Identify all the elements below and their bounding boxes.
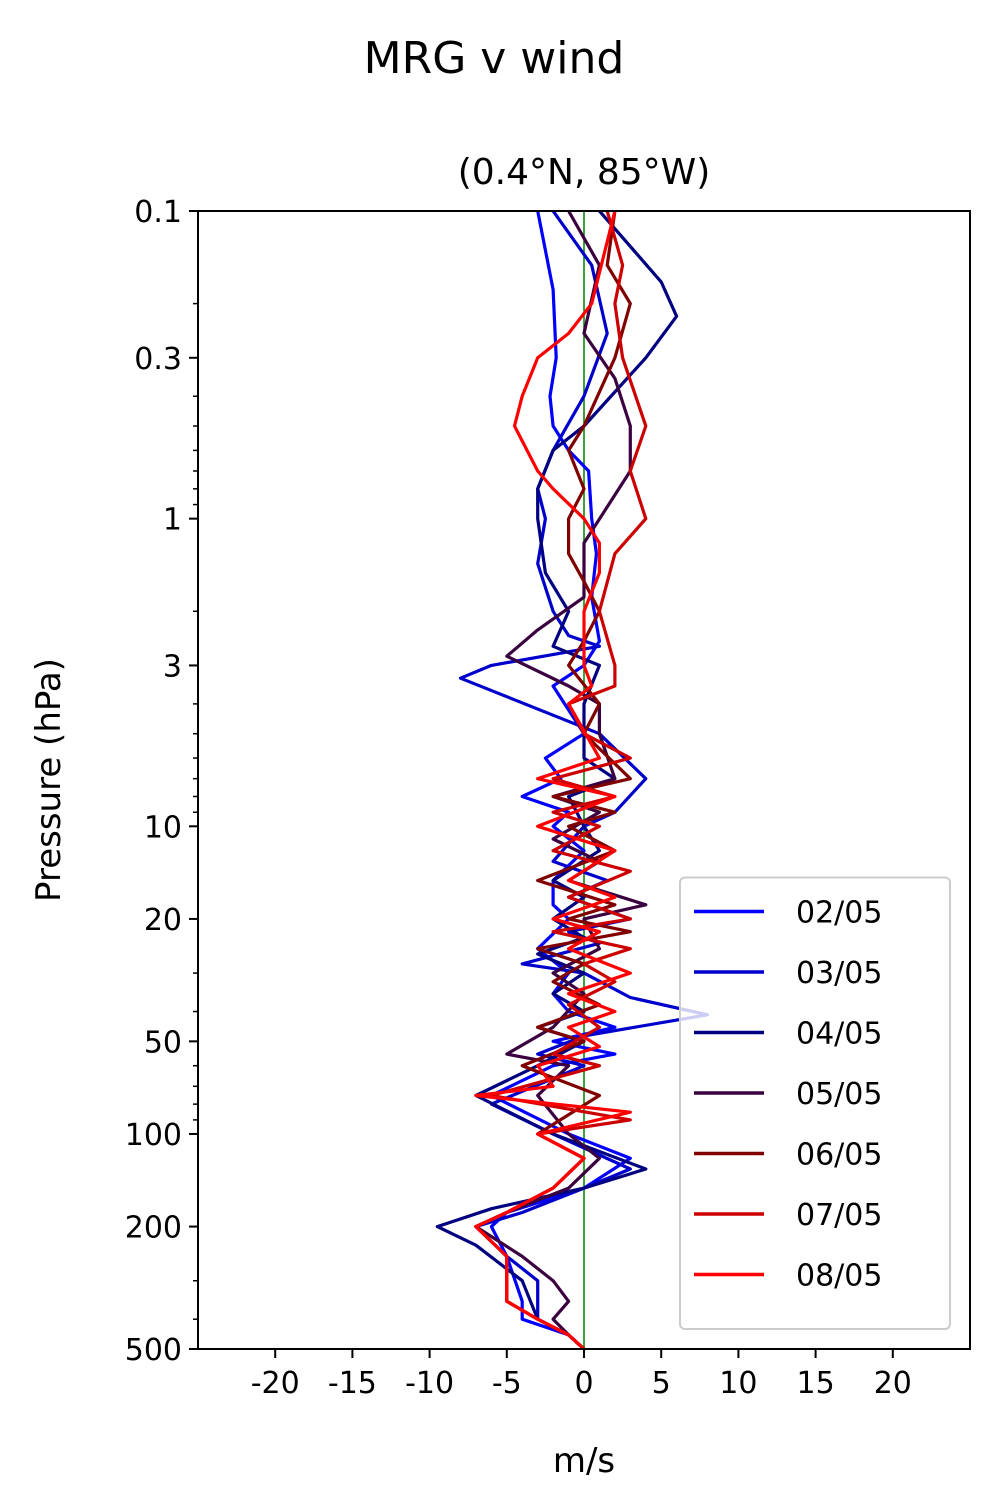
x-tick-label: -5 bbox=[492, 1366, 522, 1401]
legend-label: 04/05 bbox=[796, 1017, 882, 1052]
chart-title: MRG v wind bbox=[364, 33, 625, 84]
legend-box bbox=[679, 876, 951, 1330]
y-tick-label: 1 bbox=[163, 503, 182, 538]
series-layer bbox=[435, 211, 710, 1349]
series-line-08-05 bbox=[474, 211, 632, 1349]
y-ticks-layer: 0.1 0.3 1 3 10 20 50 100 200 500 bbox=[125, 195, 198, 1368]
chart-subtitle: (0.4°N, 85°W) bbox=[458, 152, 711, 193]
x-tick-label: 15 bbox=[797, 1366, 835, 1401]
x-axis-label: m/s bbox=[553, 1441, 615, 1481]
y-tick-label: 200 bbox=[125, 1211, 182, 1246]
series-line-04-05 bbox=[435, 211, 679, 1349]
y-tick-label: 3 bbox=[163, 649, 182, 684]
y-axis-label: Pressure (hPa) bbox=[29, 658, 69, 902]
plot-frame bbox=[197, 210, 971, 1350]
legend-label: 06/05 bbox=[796, 1138, 882, 1173]
x-tick-label: 5 bbox=[652, 1366, 671, 1401]
x-tick-label: -10 bbox=[405, 1366, 454, 1401]
x-tick-label: 20 bbox=[874, 1366, 912, 1401]
x-tick-label: -20 bbox=[251, 1366, 300, 1401]
y-tick-label: 0.1 bbox=[134, 195, 182, 230]
y-tick-label: 50 bbox=[144, 1025, 182, 1060]
legend: 02/05 03/05 04/05 05/05 06/05 07/05 08/05 bbox=[679, 876, 951, 1330]
x-ticks-layer: -20 -15 -10 -5 0 5 10 15 20 bbox=[251, 1349, 912, 1401]
legend-label: 02/05 bbox=[796, 896, 882, 931]
y-tick-label: 100 bbox=[125, 1118, 182, 1153]
legend-label: 03/05 bbox=[796, 956, 882, 991]
legend-label: 05/05 bbox=[796, 1077, 882, 1112]
x-tick-label: -15 bbox=[328, 1366, 377, 1401]
y-tick-label: 0.3 bbox=[134, 342, 182, 377]
x-tick-label: 0 bbox=[574, 1366, 593, 1401]
y-tick-label: 500 bbox=[125, 1333, 182, 1368]
legend-label: 07/05 bbox=[796, 1198, 882, 1233]
y-tick-label: 20 bbox=[144, 903, 182, 938]
y-tick-label: 10 bbox=[144, 810, 182, 845]
legend-label: 08/05 bbox=[796, 1259, 882, 1294]
x-tick-label: 10 bbox=[719, 1366, 757, 1401]
